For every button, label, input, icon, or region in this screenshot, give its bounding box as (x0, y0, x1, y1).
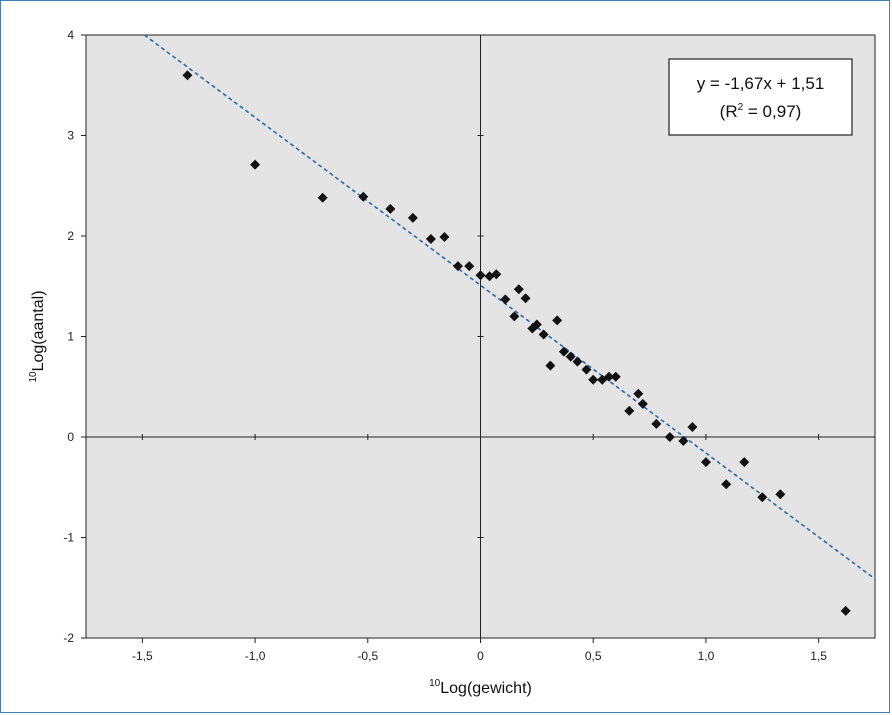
y-tick-label: 2 (67, 229, 74, 243)
data-point (407, 212, 418, 223)
data-point (500, 294, 511, 305)
y-axis-title-superscript: 10 (28, 371, 39, 383)
data-point (588, 374, 599, 385)
y-tick-label: -2 (63, 631, 74, 645)
data-point (603, 371, 614, 382)
data-point (182, 70, 193, 81)
data-point (651, 418, 662, 429)
data-point (464, 261, 475, 272)
data-point (358, 191, 369, 202)
x-tick-label: -0,5 (357, 649, 378, 663)
r2-superscript: 2 (738, 102, 744, 113)
data-point (678, 436, 689, 447)
x-tick-label: -1,0 (245, 649, 266, 663)
y-tick-label: 0 (67, 430, 74, 444)
x-tick-label: -1,5 (132, 649, 153, 663)
data-point (439, 232, 450, 243)
data-point (531, 319, 542, 330)
x-tick-label: 1,5 (810, 649, 827, 663)
data-point (840, 605, 851, 616)
data-point (565, 351, 576, 362)
equation-box-border (668, 58, 853, 136)
r-squared-text: (R2 = 0,97) (720, 102, 802, 121)
data-point (250, 159, 261, 170)
x-axis-title-text: Log(gewicht) (440, 680, 532, 697)
y-tick-label: 1 (67, 330, 74, 344)
data-points-group (182, 70, 851, 616)
data-point (687, 421, 698, 432)
data-point (425, 234, 436, 245)
data-point (739, 457, 750, 468)
data-point (700, 457, 711, 468)
data-point (721, 479, 732, 490)
data-point (545, 360, 556, 371)
equation-text: y = -1,67x + 1,51 (697, 74, 825, 93)
data-point (558, 346, 569, 357)
data-point (633, 388, 644, 399)
x-tick-label: 1,0 (698, 649, 715, 663)
data-point (775, 489, 786, 500)
data-point (664, 432, 675, 442)
data-point (538, 329, 549, 340)
data-point (520, 293, 531, 304)
data-point (581, 364, 592, 375)
data-point (572, 356, 583, 367)
ticks-group: -1,5 -1,0 -0,5 0 0,5 1,0 1,5 -2 -1 0 1 2 3 4 (63, 28, 827, 663)
data-point (317, 192, 328, 203)
y-tick-label: -1 (63, 531, 74, 545)
y-tick-label: 4 (67, 28, 74, 42)
x-tick-label: 0,5 (585, 649, 602, 663)
data-point (385, 203, 396, 214)
trendline (143, 34, 876, 580)
data-point (509, 311, 520, 322)
r2-suffix: = 0,97) (743, 102, 801, 121)
x-axis-title-superscript: 10 (429, 678, 441, 689)
data-point (757, 492, 768, 503)
data-point (513, 284, 524, 295)
data-point (624, 405, 635, 416)
r2-prefix: (R (720, 102, 738, 121)
data-point (610, 371, 621, 382)
x-tick-label: 0 (477, 649, 484, 663)
equation-box: y = -1,67x + 1,51 (R2 = 0,97) (668, 58, 853, 136)
x-axis-title: 10Log(gewicht) (429, 678, 532, 697)
data-point (491, 269, 502, 280)
y-tick-label: 3 (67, 129, 74, 143)
data-point (637, 398, 648, 409)
data-point (475, 270, 486, 281)
y-axis-title: 10Log(aantal) (28, 290, 47, 382)
data-point (452, 261, 463, 272)
y-axis-title-text: Log(aantal) (30, 290, 47, 371)
data-point (552, 315, 563, 326)
